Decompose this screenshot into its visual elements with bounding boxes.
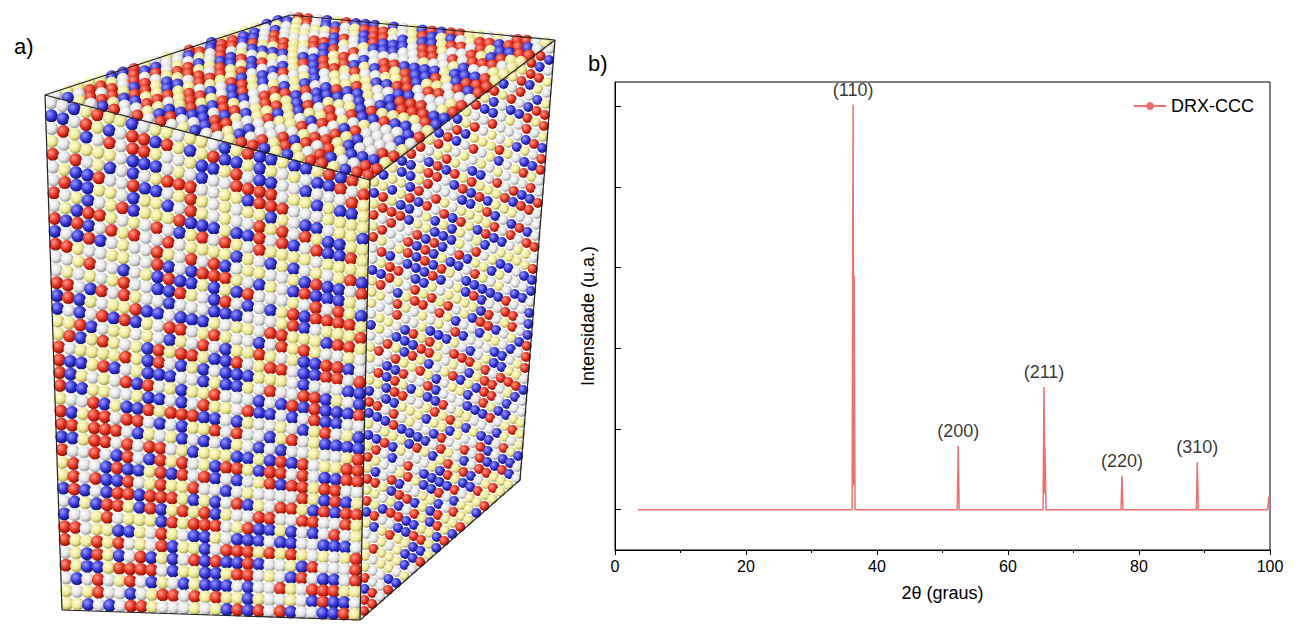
svg-text:DRX-CCC: DRX-CCC — [1171, 96, 1254, 116]
svg-text:(310): (310) — [1176, 437, 1218, 457]
svg-text:60: 60 — [999, 558, 1017, 575]
svg-text:b): b) — [588, 51, 608, 76]
svg-text:(211): (211) — [1024, 362, 1065, 382]
svg-text:(110): (110) — [833, 80, 874, 100]
svg-text:0: 0 — [611, 558, 620, 575]
svg-text:100: 100 — [1257, 558, 1284, 575]
svg-text:(220): (220) — [1101, 451, 1143, 471]
svg-text:a): a) — [14, 34, 34, 59]
svg-text:(200): (200) — [937, 421, 979, 441]
svg-text:2θ (graus): 2θ (graus) — [901, 583, 983, 603]
svg-text:40: 40 — [868, 558, 886, 575]
svg-text:20: 20 — [737, 558, 755, 575]
svg-text:80: 80 — [1130, 558, 1148, 575]
svg-text:Intensidade (u.a.): Intensidade (u.a.) — [578, 246, 598, 386]
